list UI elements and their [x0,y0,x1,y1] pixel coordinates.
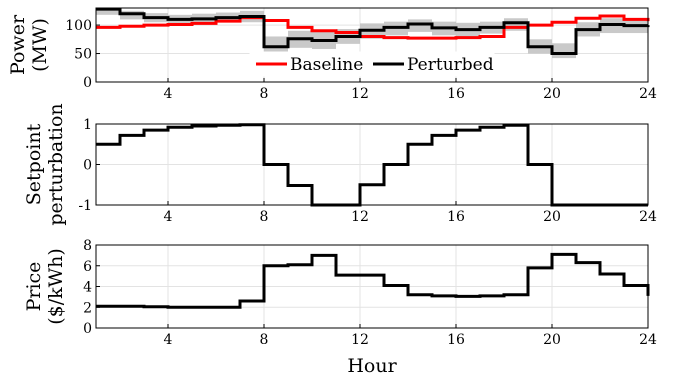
power-panel: 4 8 12 16 20 24 0 50 100 Power (MW) Baseline Pert… [7,7,657,102]
x-tick-label: 24 [639,86,657,102]
y-tick-label: 1 [83,117,92,133]
scenario-band-step [504,18,528,31]
legend-label-baseline: Baseline [290,55,363,75]
x-tick-label: 8 [260,209,269,225]
x-tick-label: 20 [543,332,561,348]
setpoint-grid [96,123,649,206]
scenario-band-step [552,43,576,59]
x-tick-label: 8 [260,332,269,348]
series0-line [96,123,648,207]
y-tick-label: 50 [74,47,92,63]
y-tick-label: 8 [83,238,92,254]
y-tick-label: 0 [83,158,92,174]
x-tick-label: 20 [543,86,561,102]
y-axis-label-line: (MW) [29,18,51,72]
price-lines [96,252,650,309]
x-tick-label: 4 [164,209,173,225]
price-grid [96,244,649,329]
x-tick-label: 24 [639,332,657,348]
setpoint-ticks: 4 8 12 16 20 24 -1 0 1 [78,117,657,225]
setpoint-lines [96,123,648,207]
x-tick-label: 16 [447,86,465,102]
x-tick-label: 12 [351,209,369,225]
baseline-line [96,14,650,40]
legend-label-perturbed: Perturbed [407,55,494,75]
perturbed-line [96,7,650,56]
x-tick-label: 4 [164,86,173,102]
legend-box [249,51,495,77]
power-ylabel: Power (MW) [7,14,51,75]
y-tick-label: 100 [65,18,92,34]
price-ylabel: Price ($/kWh) [23,248,67,325]
power-legend: Baseline Perturbed [249,51,495,77]
power-axes-box [95,7,649,83]
x-tick-label: 12 [351,86,369,102]
setpoint-panel: 4 8 12 16 20 24 -1 0 1 Setpoint perturbation [23,103,657,225]
x-tick-label: 16 [447,209,465,225]
y-axis-label-line: Setpoint [23,123,45,205]
scenario-band-step [96,8,120,15]
x-tick-label: 12 [351,332,369,348]
scenario-band-step [408,19,432,32]
y-axis-label-line: Power [7,14,29,75]
y-axis-label-line: ($/kWh) [45,248,67,325]
x-tick-label: 4 [164,332,173,348]
y-tick-label: 4 [83,280,92,296]
y-tick-label: -1 [78,198,92,214]
x-tick-label: 8 [260,86,269,102]
y-tick-label: 6 [83,259,92,275]
x-tick-label: 24 [639,209,657,225]
y-axis-label-line: Price [23,262,45,312]
power-lines [96,7,650,56]
y-tick-label: 0 [83,75,92,91]
y-axis-label-line: perturbation [45,103,67,225]
y-tick-label: 2 [83,300,92,316]
x-tick-label: 20 [543,209,561,225]
power-ticks: 4 8 12 16 20 24 0 50 100 [65,18,657,102]
x-axis-label: Hour [347,355,397,377]
y-tick-label: 0 [83,321,92,337]
power-scenario-band [96,8,648,59]
series0-line [96,252,650,309]
setpoint-ylabel: Setpoint perturbation [23,103,67,225]
x-tick-label: 16 [447,332,465,348]
